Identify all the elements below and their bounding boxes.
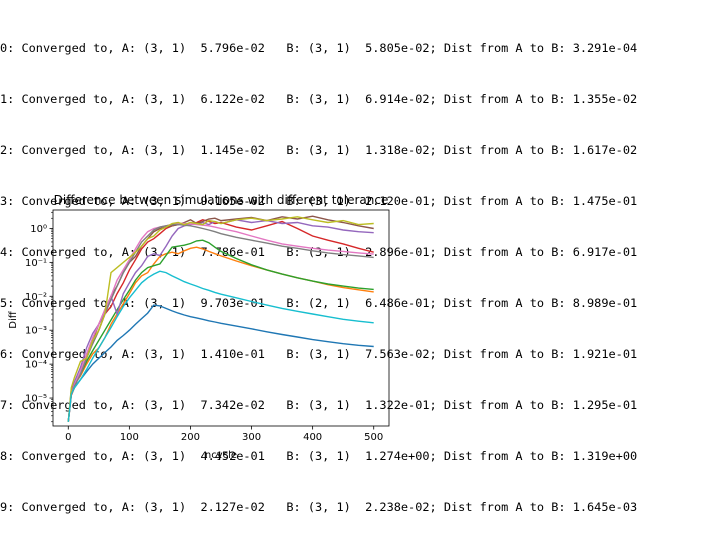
series-line-2 bbox=[67, 239, 374, 422]
y-tick-label: 10⁻¹ bbox=[25, 258, 47, 269]
y-tick-label: 10⁻² bbox=[25, 292, 47, 303]
output-line: 3: Converged to, A: (3, 1) 9.165e-02 B: … bbox=[0, 194, 638, 208]
x-tick-label: 0 bbox=[65, 432, 71, 443]
output-line: 0: Converged to, A: (3, 1) 5.796e-02 B: … bbox=[0, 41, 638, 55]
x-tick-label: 100 bbox=[120, 432, 139, 443]
x-tick-label: 200 bbox=[181, 432, 200, 443]
series-line-9 bbox=[67, 270, 374, 422]
x-axis-label: ncycle bbox=[205, 450, 237, 461]
y-tick-label: 10⁰ bbox=[30, 224, 47, 235]
series-line-8 bbox=[67, 216, 374, 422]
x-tick-label: 300 bbox=[242, 432, 261, 443]
x-tick-label: 400 bbox=[303, 432, 322, 443]
chart-title: Difference between simulations with diff… bbox=[54, 193, 389, 207]
output-line: 1: Converged to, A: (3, 1) 6.122e-02 B: … bbox=[0, 92, 638, 106]
y-axis-label: Diff bbox=[8, 310, 19, 328]
series-line-1 bbox=[67, 246, 374, 422]
x-tick-label: 500 bbox=[364, 432, 383, 443]
y-tick-label: 10⁻⁵ bbox=[25, 394, 47, 405]
output-line: 9: Converged to, A: (3, 1) 2.127e-02 B: … bbox=[0, 500, 638, 514]
plot-figure: Difference between simulations with diff… bbox=[8, 193, 390, 461]
output-line: 2: Converged to, A: (3, 1) 1.145e-02 B: … bbox=[0, 143, 638, 157]
y-tick-label: 10⁻⁴ bbox=[25, 360, 47, 371]
output-line: 5: Converged to, A: (3, 1) 9.703e-01 B: … bbox=[0, 296, 638, 310]
plot-frame bbox=[52, 209, 390, 427]
output-line: 7: Converged to, A: (3, 1) 7.342e-02 B: … bbox=[0, 398, 638, 412]
axis-ticks: 0 100 200 300 400 500 10⁻⁵ 10⁻⁴ 10⁻³ 10⁻² 10⁻¹ 10⁰ bbox=[25, 211, 383, 443]
series-lines bbox=[67, 215, 374, 422]
output-line: 8: Converged to, A: (3, 1) 4.452e-01 B: … bbox=[0, 449, 638, 463]
series-line-0 bbox=[67, 304, 374, 422]
y-tick-label: 10⁻³ bbox=[25, 326, 47, 337]
output-line: 6: Converged to, A: (3, 1) 1.410e-01 B: … bbox=[0, 347, 638, 361]
